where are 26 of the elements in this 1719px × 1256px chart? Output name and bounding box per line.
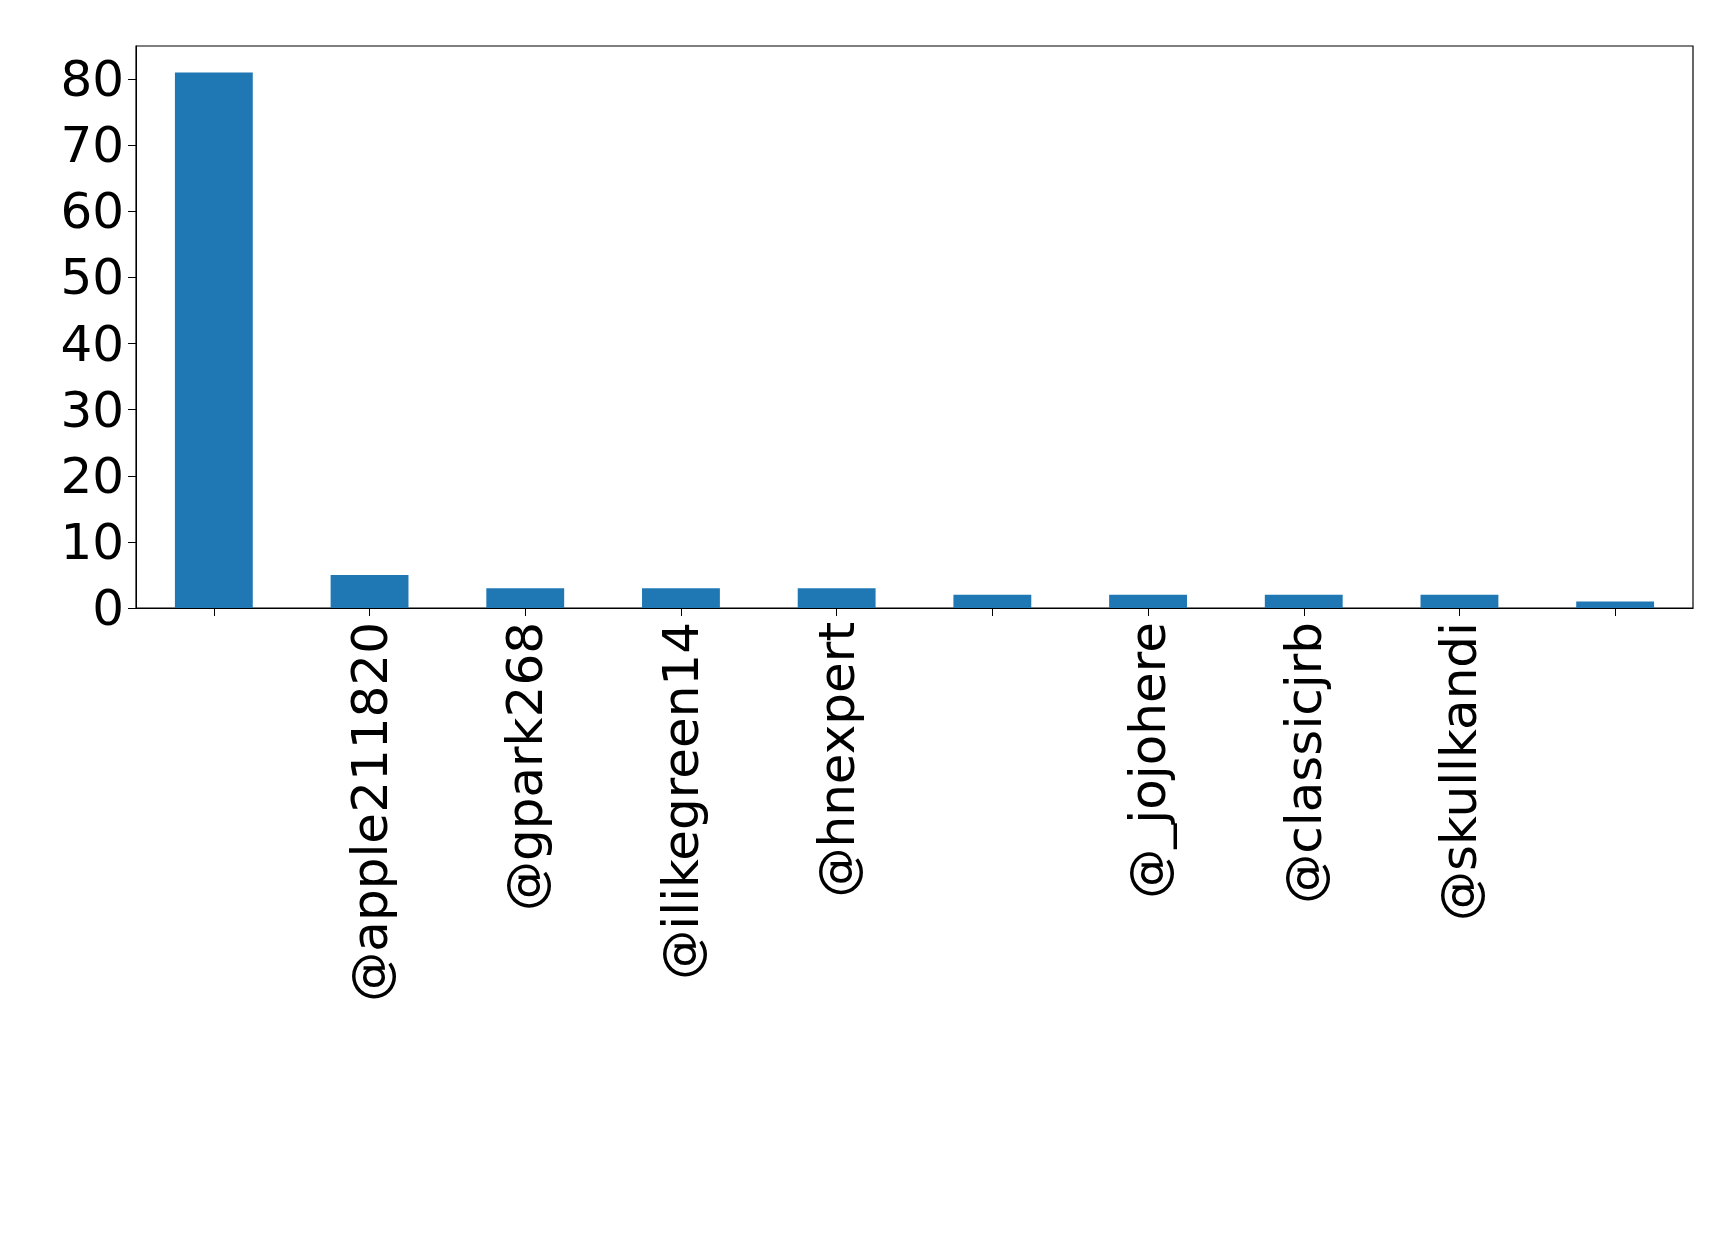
y-tick-label: 10: [60, 512, 124, 571]
x-tick-label: @_jojohere: [1119, 622, 1178, 899]
bar: [797, 588, 876, 608]
y-tick-label: 60: [60, 182, 124, 241]
y-tick-label: 50: [60, 248, 124, 307]
bar: [1109, 594, 1187, 608]
bar: [1264, 594, 1343, 608]
y-tick-label: 20: [60, 446, 124, 505]
x-tick-label: @hnexpert: [807, 622, 866, 898]
bar: [1420, 594, 1499, 608]
x-tick-label: @classicjrb: [1274, 622, 1333, 904]
bar: [953, 594, 1032, 608]
y-tick-label: 70: [60, 116, 124, 175]
y-tick-label: 0: [92, 579, 124, 637]
bar: [1576, 601, 1655, 608]
y-tick-label: 30: [60, 380, 124, 439]
bar: [174, 72, 253, 608]
bar: [642, 588, 720, 608]
bar: [486, 588, 565, 608]
y-tick-label: 40: [60, 314, 124, 373]
x-tick-label: @ilikegreen14: [651, 622, 710, 980]
x-tick-label: @gpark268: [496, 622, 555, 912]
bar: [330, 574, 409, 608]
y-tick-label: 80: [60, 50, 124, 109]
x-tick-label: @skullkandi: [1430, 622, 1489, 921]
x-tick-label: @apple211820: [340, 622, 399, 1002]
